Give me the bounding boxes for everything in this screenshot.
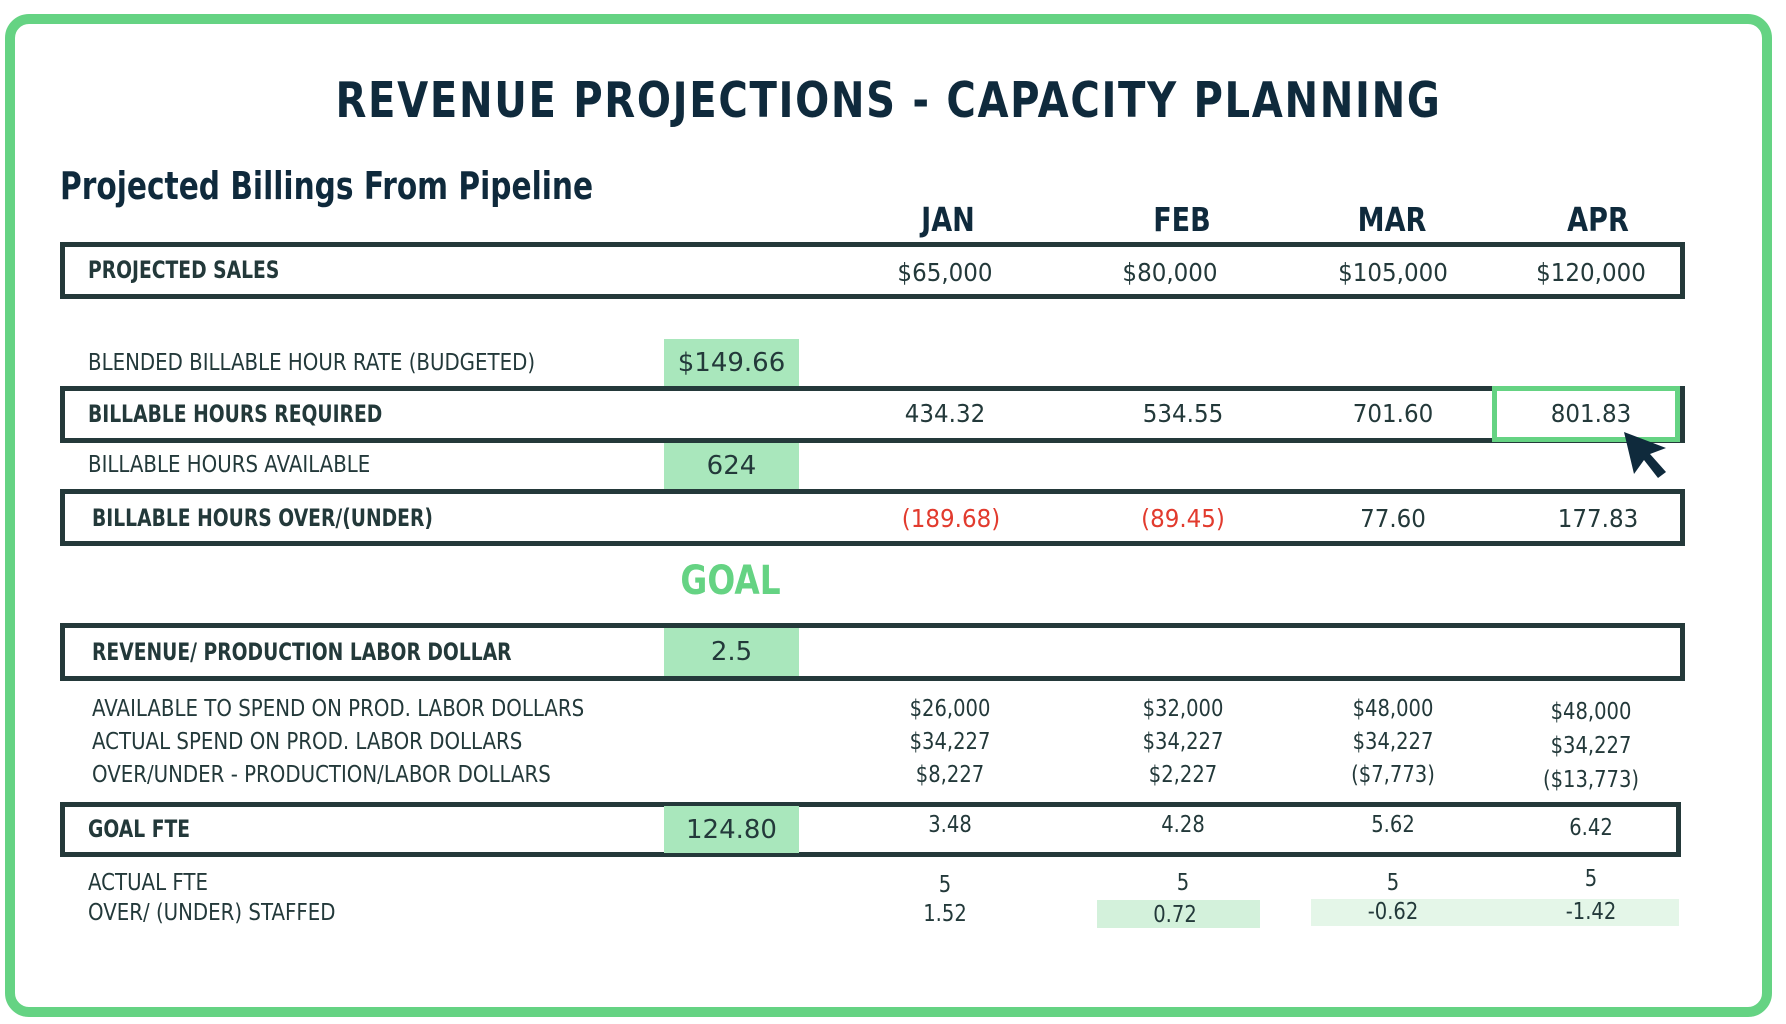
labor-actual-label: ACTUAL SPEND ON PROD. LABOR DOLLARS [92, 729, 523, 755]
goal-fte-apr[interactable]: 6.42 [1569, 815, 1613, 841]
actual-fte-jan[interactable]: 5 [938, 872, 952, 898]
goal-fte-value: 124.80 [686, 814, 777, 845]
labor-over-under-feb[interactable]: $2,227 [1148, 762, 1218, 788]
month-header-apr: APR [1567, 200, 1629, 239]
blended-rate-value: $149.66 [677, 347, 786, 378]
section-subtitle: Projected Billings From Pipeline [60, 164, 594, 208]
staffed-mar[interactable]: -0.62 [1367, 899, 1419, 925]
staffed-mar-apr-highlight [1311, 899, 1679, 926]
month-header-jan: JAN [921, 200, 975, 239]
labor-available-jan[interactable]: $26,000 [909, 696, 991, 722]
labor-actual-mar[interactable]: $34,227 [1352, 729, 1434, 755]
goal-heading: GOAL [680, 558, 781, 604]
labor-over-under-jan[interactable]: $8,227 [915, 762, 985, 788]
hours-over-under-apr[interactable]: 177.83 [1557, 504, 1639, 533]
staffed-label: OVER/ (UNDER) STAFFED [88, 900, 336, 926]
hours-available-input[interactable]: 624 [664, 443, 799, 489]
staffed-jan[interactable]: 1.52 [923, 901, 967, 927]
actual-fte-mar[interactable]: 5 [1386, 870, 1400, 896]
revenue-per-labor-value: 2.5 [710, 637, 753, 667]
labor-actual-feb[interactable]: $34,227 [1142, 729, 1224, 755]
mouse-cursor-icon [1624, 432, 1666, 478]
projected-sales-mar[interactable]: $105,000 [1338, 258, 1448, 287]
labor-available-mar[interactable]: $48,000 [1352, 696, 1434, 722]
staffed-apr[interactable]: -1.42 [1565, 899, 1617, 925]
projected-sales-row [60, 242, 1685, 299]
goal-fte-feb[interactable]: 4.28 [1161, 812, 1205, 838]
projected-sales-jan[interactable]: $65,000 [897, 258, 993, 287]
labor-actual-jan[interactable]: $34,227 [909, 729, 991, 755]
hours-required-feb[interactable]: 534.55 [1142, 399, 1224, 428]
hours-required-apr[interactable]: 801.83 [1550, 399, 1632, 428]
labor-actual-apr[interactable]: $34,227 [1550, 733, 1632, 759]
hours-over-under-row [60, 489, 1685, 546]
actual-fte-feb[interactable]: 5 [1176, 870, 1190, 896]
page-title: REVENUE PROJECTIONS - CAPACITY PLANNING [335, 72, 1442, 129]
hours-required-row [60, 386, 1685, 443]
hours-over-under-label: BILLABLE HOURS OVER/(UNDER) [92, 504, 433, 532]
goal-fte-label: GOAL FTE [88, 815, 191, 843]
month-header-mar: MAR [1357, 200, 1427, 239]
hours-over-under-feb[interactable]: (89.45) [1141, 504, 1225, 533]
projected-sales-apr[interactable]: $120,000 [1536, 258, 1646, 287]
goal-fte-jan[interactable]: 3.48 [928, 812, 972, 838]
staffed-feb-highlight [1097, 900, 1260, 928]
goal-fte-input[interactable]: 124.80 [664, 806, 799, 853]
goal-fte-mar[interactable]: 5.62 [1371, 812, 1415, 838]
labor-available-apr[interactable]: $48,000 [1550, 699, 1632, 725]
month-header-feb: FEB [1153, 200, 1211, 239]
blended-rate-label: BLENDED BILLABLE HOUR RATE (BUDGETED) [88, 350, 536, 376]
revenue-per-labor-row [60, 623, 1685, 681]
staffed-feb[interactable]: 0.72 [1153, 902, 1197, 928]
actual-fte-apr[interactable]: 5 [1584, 866, 1598, 892]
labor-available-feb[interactable]: $32,000 [1142, 696, 1224, 722]
projected-sales-feb[interactable]: $80,000 [1122, 258, 1218, 287]
labor-over-under-mar[interactable]: ($7,773) [1351, 762, 1435, 788]
hours-available-label: BILLABLE HOURS AVAILABLE [88, 452, 371, 478]
projected-sales-label: PROJECTED SALES [88, 256, 280, 284]
labor-over-under-apr[interactable]: ($13,773) [1542, 767, 1640, 793]
labor-over-under-label: OVER/UNDER - PRODUCTION/LABOR DOLLARS [92, 762, 551, 788]
blended-rate-input[interactable]: $149.66 [664, 339, 799, 386]
labor-available-label: AVAILABLE TO SPEND ON PROD. LABOR DOLLAR… [92, 696, 585, 722]
revenue-per-labor-label: REVENUE/ PRODUCTION LABOR DOLLAR [92, 638, 512, 666]
page-frame [5, 14, 1772, 1017]
revenue-per-labor-input[interactable]: 2.5 [664, 628, 799, 676]
hours-over-under-jan[interactable]: (189.68) [901, 504, 1001, 533]
hours-required-jan[interactable]: 434.32 [904, 399, 986, 428]
goal-fte-row [60, 802, 1681, 857]
actual-fte-label: ACTUAL FTE [88, 870, 209, 896]
hours-over-under-mar[interactable]: 77.60 [1360, 504, 1426, 533]
selected-cell-hours-required-apr[interactable] [1492, 386, 1680, 442]
hours-required-mar[interactable]: 701.60 [1352, 399, 1434, 428]
hours-required-label: BILLABLE HOURS REQUIRED [88, 400, 383, 428]
hours-available-value: 624 [706, 451, 757, 481]
